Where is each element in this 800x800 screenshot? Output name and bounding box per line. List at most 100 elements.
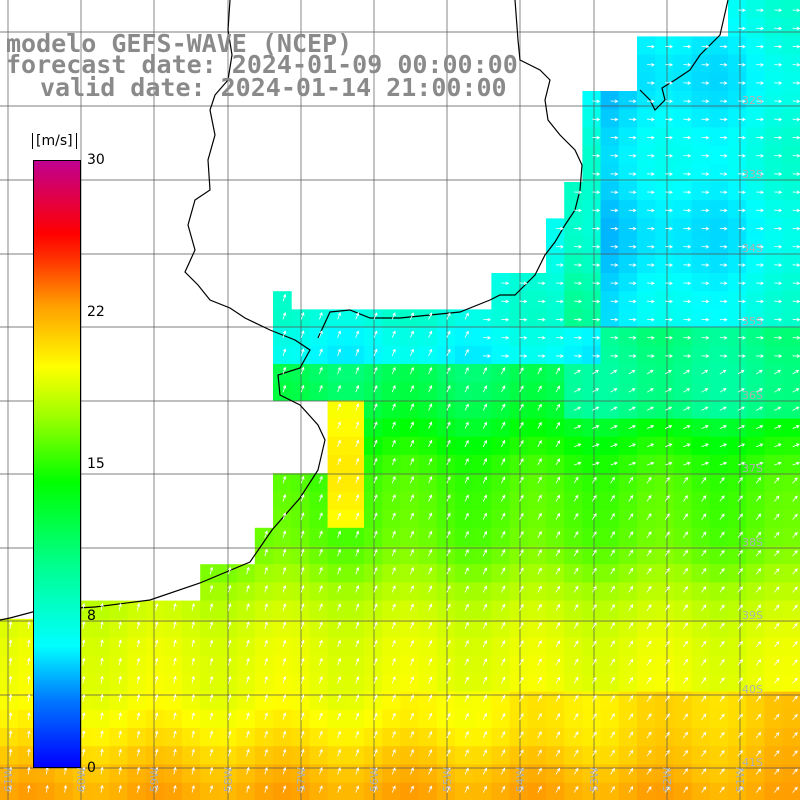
wind-arrow	[501, 299, 510, 304]
wind-cell	[764, 218, 784, 238]
latitude-label: 36S	[742, 389, 763, 402]
wind-arrow	[300, 530, 305, 538]
wind-arrow	[683, 263, 692, 267]
wind-arrow	[755, 604, 762, 611]
wind-cell	[473, 491, 492, 511]
wind-arrow	[464, 330, 469, 338]
wind-cell	[491, 291, 511, 310]
wind-arrow	[191, 602, 195, 611]
wind-arrow	[173, 766, 177, 775]
wind-arrow	[355, 512, 360, 520]
wind-cell	[728, 127, 747, 147]
wind-cell	[746, 382, 765, 401]
wind-cell	[309, 728, 329, 747]
wind-arrow	[755, 531, 762, 539]
wind-arrow	[573, 694, 579, 702]
wind-arrow	[592, 226, 601, 231]
wind-cell	[18, 782, 37, 800]
wind-arrow	[774, 695, 780, 702]
wind-arrow	[209, 566, 214, 575]
wind-cell	[746, 327, 765, 347]
longitude-label: 61W	[2, 767, 15, 792]
wind-arrow	[501, 385, 506, 393]
wind-arrow	[446, 312, 451, 320]
wind-arrow	[464, 494, 469, 502]
wind-arrow	[300, 330, 305, 338]
wind-cell	[527, 418, 547, 438]
wind-cell	[709, 163, 729, 183]
wind-arrow	[792, 677, 798, 684]
wind-arrow	[355, 585, 360, 593]
wind-arrow	[428, 403, 433, 411]
wind-arrow	[555, 263, 564, 267]
wind-arrow	[410, 330, 414, 338]
wind-cell	[637, 673, 656, 693]
wind-arrow	[756, 26, 765, 31]
wind-cell	[418, 527, 438, 547]
wind-cell	[109, 746, 128, 765]
wind-arrow	[646, 549, 652, 557]
wind-cell	[637, 455, 656, 474]
wind-cell	[455, 709, 474, 729]
wind-arrow	[173, 784, 177, 793]
wind-cell	[728, 0, 747, 19]
wind-arrow	[501, 281, 510, 286]
wind-cell	[709, 382, 729, 401]
wind-cell	[418, 509, 438, 529]
wind-arrow	[337, 403, 341, 411]
wind-arrow	[282, 657, 287, 666]
wind-arrow	[573, 658, 579, 666]
wind-cell	[746, 364, 765, 383]
wind-arrow	[610, 512, 615, 520]
wind-cell	[655, 418, 674, 438]
wind-cell	[782, 182, 800, 201]
wind-cell	[345, 618, 365, 638]
wind-arrow	[300, 312, 305, 320]
wind-arrow	[701, 461, 709, 466]
wind-cell	[709, 728, 729, 747]
wind-arrow	[355, 439, 360, 447]
wind-arrow	[319, 384, 323, 393]
wind-arrow	[337, 748, 341, 757]
wind-cell	[200, 655, 219, 674]
wind-arrow	[355, 621, 360, 629]
wind-cell	[746, 436, 765, 456]
wind-arrow	[792, 461, 800, 466]
wind-arrow	[774, 477, 780, 484]
wind-cell	[637, 728, 656, 747]
wind-arrow	[737, 406, 745, 411]
wind-arrow	[537, 676, 542, 684]
wind-cell	[691, 564, 711, 583]
wind-cell	[709, 91, 729, 110]
wind-arrow	[756, 117, 765, 122]
wind-cell	[491, 582, 511, 602]
wind-cell	[527, 291, 547, 310]
wind-cell	[600, 527, 620, 547]
wind-cell	[91, 655, 110, 674]
wind-cell	[364, 782, 383, 800]
wind-cell	[582, 600, 602, 620]
wind-cell	[509, 291, 529, 310]
wind-arrow	[701, 369, 709, 375]
wind-cell	[673, 91, 693, 110]
wind-arrow	[701, 713, 707, 721]
wind-arrow	[264, 657, 268, 666]
wind-cell	[273, 345, 292, 365]
wind-cell	[163, 655, 183, 674]
wind-cell	[709, 618, 729, 638]
latitude-label: 35S	[742, 315, 763, 328]
wind-arrow	[774, 677, 780, 684]
wind-cell	[618, 163, 638, 183]
longitude-label: 52W	[661, 767, 674, 792]
wind-arrow	[610, 461, 618, 466]
wind-cell	[691, 145, 711, 165]
wind-arrow	[428, 603, 433, 611]
wind-arrow	[646, 443, 655, 448]
wind-cell	[527, 673, 547, 693]
wind-cell	[764, 527, 784, 547]
wind-cell	[709, 509, 729, 529]
wind-arrow	[610, 299, 619, 304]
wind-arrow	[482, 385, 487, 393]
wind-arrow	[573, 531, 579, 539]
wind-arrow	[446, 658, 451, 666]
